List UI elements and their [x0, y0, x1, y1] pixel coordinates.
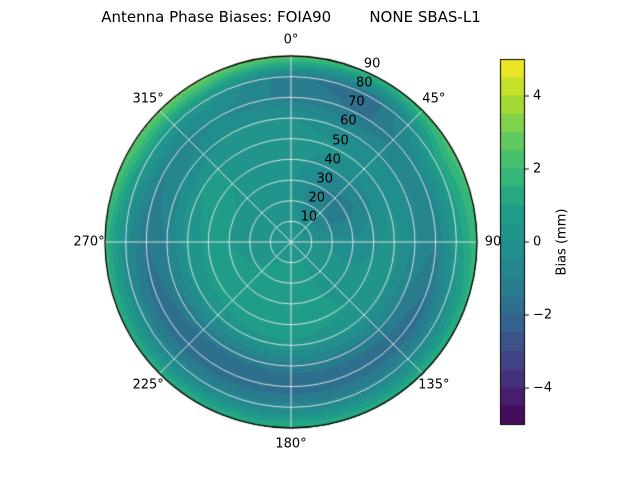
angular-tick-label: 135° — [418, 377, 450, 393]
angular-tick-label: 180° — [275, 436, 307, 452]
chart-title: Antenna Phase Biases: FOIA90 NONE SBAS-L… — [101, 8, 481, 26]
angular-tick-label: 270° — [73, 234, 105, 250]
radial-tick-label: 10 — [300, 209, 318, 225]
colorbar-tick-label: −2 — [533, 307, 553, 322]
colorbar-axis-label: Bias (mm) — [554, 208, 570, 276]
colorbar-tick-label: −4 — [533, 380, 553, 395]
angular-tick-label: 0° — [283, 32, 299, 48]
radial-tick-label: 20 — [308, 190, 326, 206]
radial-tick-label: 90 — [363, 56, 381, 72]
radial-tick-label: 80 — [355, 75, 373, 91]
angular-tick-label: 225° — [132, 377, 164, 393]
angular-tick-label: 45° — [422, 91, 446, 107]
radial-tick-label: 60 — [340, 113, 357, 129]
radial-tick-label: 70 — [348, 94, 365, 110]
angular-tick-label: 90 — [484, 234, 502, 250]
colorbar-tick-label: 2 — [533, 161, 542, 176]
radial-tick-label: 50 — [332, 133, 349, 149]
radial-tick-label: 30 — [316, 171, 333, 187]
colorbar-tick-label: 4 — [533, 88, 542, 103]
radial-tick-label: 40 — [324, 152, 341, 168]
angular-tick-label: 315° — [132, 91, 164, 107]
colorbar-tick-label: 0 — [533, 234, 542, 249]
